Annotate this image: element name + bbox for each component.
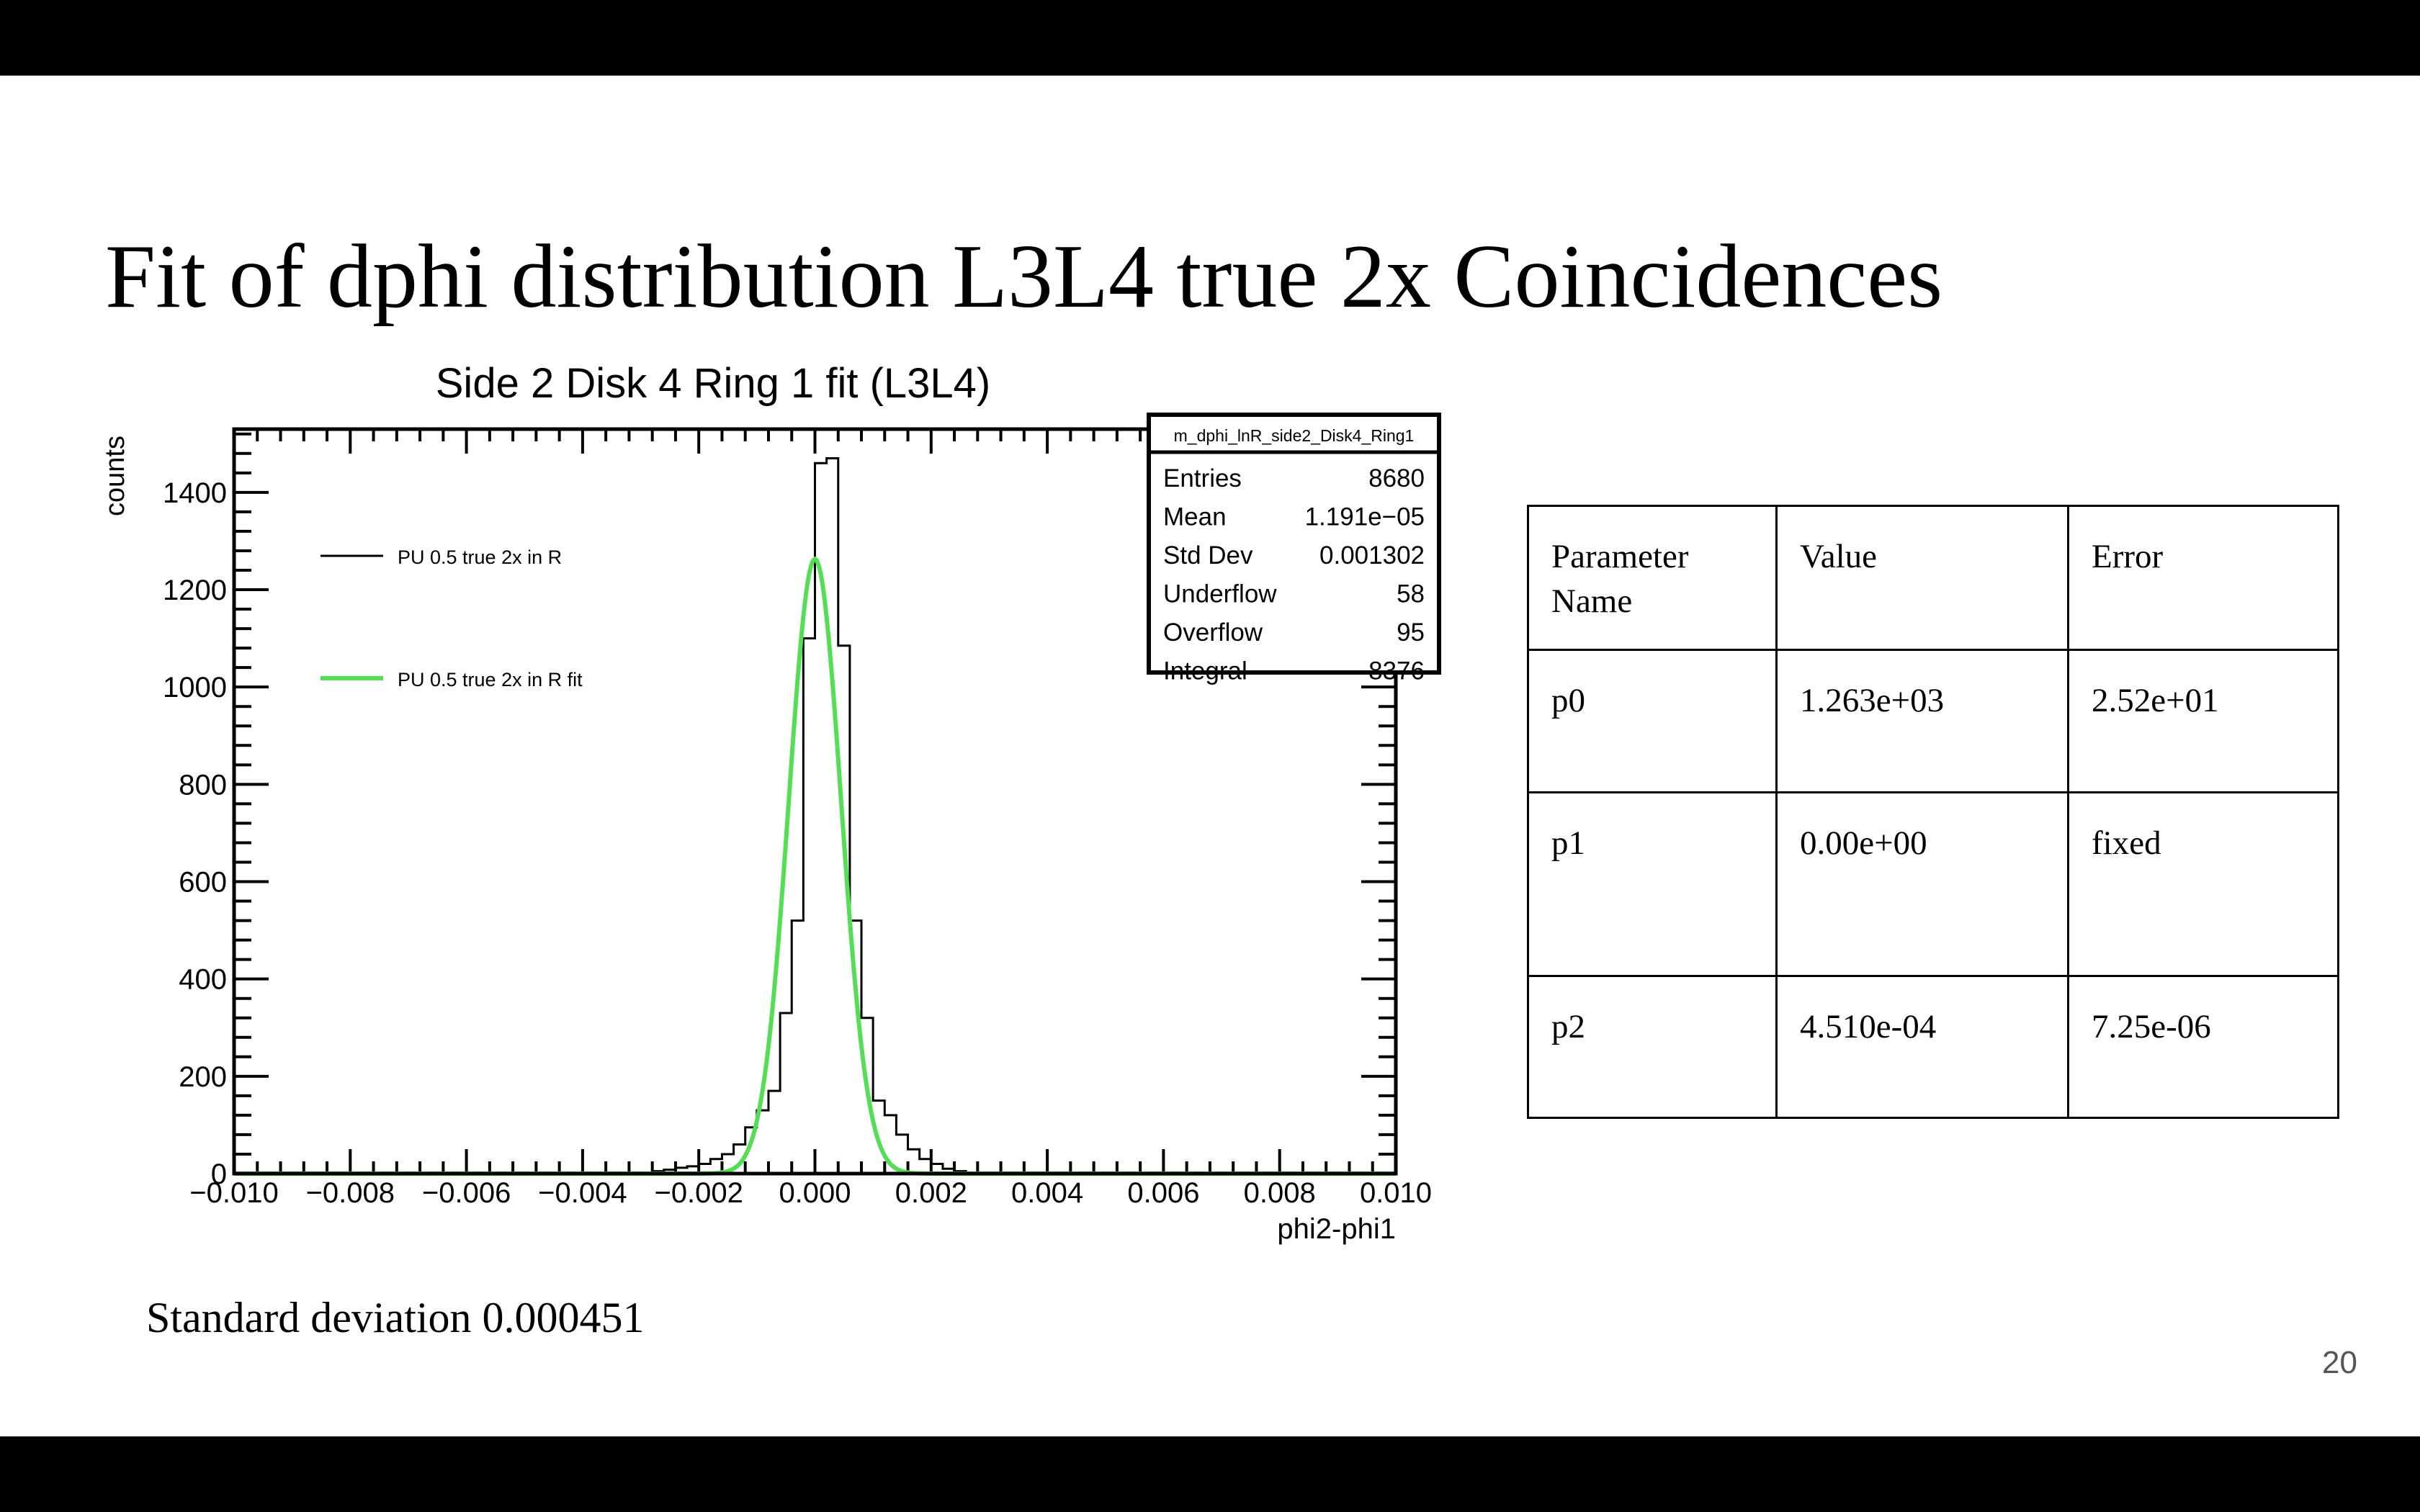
x-tick-label: 0.000	[779, 1177, 851, 1209]
stats-label: Overflow	[1163, 618, 1263, 647]
param-value-cell: 1.263e+03	[1775, 649, 2069, 793]
fit-parameter-table: Parameter Name Value Error p0 1.263e+03 …	[1527, 505, 2339, 1119]
table-header-row: Parameter Name Value Error	[1527, 505, 2339, 651]
stats-value: 1.191e−05	[1305, 503, 1425, 531]
stats-value: 8376	[1368, 657, 1425, 685]
header-parameter-name: Parameter Name	[1527, 505, 1778, 651]
x-tick-label: 0.004	[1011, 1177, 1083, 1209]
y-tick-label: 1400	[163, 477, 227, 509]
param-name-cell: p0	[1527, 649, 1778, 793]
stats-box-title: m_dphi_lnR_side2_Disk4_Ring1	[1174, 426, 1415, 445]
stats-label: Std Dev	[1163, 541, 1253, 570]
param-name-cell: p2	[1527, 975, 1778, 1119]
param-name-cell: p1	[1527, 791, 1778, 977]
y-tick-label: 600	[179, 867, 227, 899]
y-tick-label: 400	[179, 964, 227, 996]
x-tick-label: 0.008	[1244, 1177, 1316, 1209]
x-tick-label: −0.010	[189, 1177, 278, 1209]
stats-label: Underflow	[1163, 580, 1277, 608]
param-value-cell: 4.510e-04	[1775, 975, 2069, 1119]
plot-frame	[232, 427, 1398, 1176]
param-error-cell: 7.25e-06	[2067, 975, 2339, 1119]
page-number: 20	[2322, 1345, 2357, 1380]
param-error-cell: 2.52e+01	[2067, 649, 2339, 793]
stats-label: Entries	[1163, 464, 1242, 492]
x-tick-label: 0.010	[1360, 1177, 1432, 1209]
x-tick-label: −0.006	[422, 1177, 511, 1209]
y-axis-label: counts	[100, 436, 130, 516]
x-axis-label: phi2-phi1	[1277, 1213, 1396, 1245]
y-tick-label: 200	[179, 1061, 227, 1093]
stats-box	[1147, 413, 1441, 675]
header-error: Error	[2067, 505, 2339, 651]
letterbox-top	[0, 0, 2420, 76]
x-tick-label: −0.008	[306, 1177, 395, 1209]
stats-value: 8680	[1368, 464, 1425, 492]
y-tick-label: 0	[211, 1158, 227, 1190]
chart-title: Side 2 Disk 4 Ring 1 fit (L3L4)	[436, 360, 990, 407]
table-row: p2 4.510e-04 7.25e-06	[1527, 975, 2339, 1119]
y-tick-label: 1000	[163, 672, 227, 703]
param-value-cell: 0.00e+00	[1775, 791, 2069, 977]
letterbox-bottom	[0, 1436, 2420, 1512]
table-row: p1 0.00e+00 fixed	[1527, 791, 2339, 977]
stats-value: 0.001302	[1319, 541, 1425, 570]
histogram-chart: Side 2 Disk 4 Ring 1 fit (L3L4) counts p…	[100, 360, 1441, 1245]
standard-deviation-note: Standard deviation 0.000451	[146, 1294, 645, 1341]
histogram-series-line	[234, 457, 1396, 1174]
table-row: p0 1.263e+03 2.52e+01	[1527, 649, 2339, 793]
header-value: Value	[1775, 505, 2069, 651]
param-error-cell: fixed	[2067, 791, 2339, 977]
stats-label: Integral	[1163, 657, 1247, 685]
x-tick-label: −0.004	[538, 1177, 627, 1209]
stats-label: Mean	[1163, 503, 1227, 531]
stats-value: 58	[1397, 580, 1425, 608]
legend-label: PU 0.5 true 2x in R fit	[398, 669, 583, 690]
x-tick-label: 0.006	[1127, 1177, 1199, 1209]
y-tick-label: 800	[179, 769, 227, 801]
legend-label: PU 0.5 true 2x in R	[398, 546, 562, 568]
x-tick-label: −0.002	[654, 1177, 743, 1209]
stats-value: 95	[1397, 618, 1425, 647]
x-tick-label: 0.002	[895, 1177, 967, 1209]
y-tick-label: 1200	[163, 575, 227, 606]
slide-title: Fit of dphi distribution L3L4 true 2x Co…	[105, 227, 1943, 327]
